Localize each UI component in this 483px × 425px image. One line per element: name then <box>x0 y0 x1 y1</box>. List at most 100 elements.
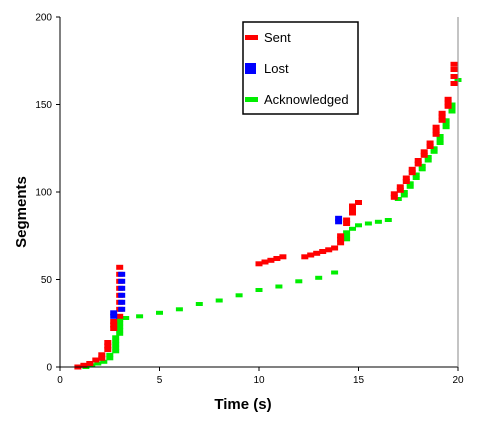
sent-point <box>450 81 458 86</box>
sent-point <box>402 175 410 181</box>
acknowledged-point <box>116 317 124 322</box>
acknowledged-point <box>116 321 124 326</box>
acknowledged-point <box>112 335 120 340</box>
sent-point <box>261 259 269 265</box>
sent-point <box>414 158 422 163</box>
lost-point <box>118 306 126 312</box>
sent-point <box>301 254 309 260</box>
lost-point <box>118 285 126 291</box>
sent-point <box>390 194 398 200</box>
sent-point <box>402 179 410 184</box>
acknowledged-point <box>331 270 339 275</box>
sent-point <box>420 149 428 155</box>
acknowledged-point <box>448 109 456 114</box>
sent-point <box>116 313 124 319</box>
acknowledged-point <box>295 279 303 284</box>
acknowledged-point <box>418 163 426 168</box>
sent-point <box>349 207 356 212</box>
acknowledged-point <box>436 141 444 145</box>
legend-swatch-lost <box>245 63 256 74</box>
acknowledged-point <box>343 237 351 242</box>
sent-point <box>267 257 275 263</box>
acknowledged-point <box>418 167 426 172</box>
acknowledged-point <box>112 342 120 347</box>
x-tick-label: 10 <box>253 375 265 386</box>
acknowledged-point <box>112 349 120 354</box>
sent-point <box>438 117 446 123</box>
sent-point <box>438 110 446 116</box>
acknowledged-point <box>448 106 456 110</box>
sent-point <box>273 256 281 261</box>
sent-point <box>349 210 356 216</box>
chart-marks <box>74 61 462 370</box>
sent-point <box>349 203 356 209</box>
sent-point <box>450 61 458 67</box>
acknowledged-point <box>116 324 124 329</box>
sent-point <box>432 124 440 130</box>
sent-point <box>444 100 452 106</box>
sent-point <box>319 249 327 254</box>
sent-point <box>255 261 263 267</box>
acknowledged-point <box>394 197 402 201</box>
acknowledged-point <box>424 158 432 163</box>
sent-point <box>390 191 398 197</box>
acknowledged-point <box>364 221 372 226</box>
sent-point <box>408 170 416 176</box>
sent-point <box>432 128 440 134</box>
sent-point <box>450 67 458 72</box>
acknowledged-point <box>424 155 432 159</box>
sent-point <box>438 114 446 120</box>
acknowledged-point <box>106 352 114 357</box>
y-tick-label: 150 <box>35 100 52 111</box>
lost-point <box>118 292 126 298</box>
sent-point <box>408 166 416 172</box>
acknowledged-point <box>384 218 392 222</box>
sent-point <box>432 131 440 137</box>
acknowledged-point <box>175 307 183 312</box>
acknowledged-point <box>374 219 382 224</box>
sent-point <box>450 74 458 79</box>
acknowledged-point <box>215 298 223 303</box>
acknowledged-point <box>275 284 283 289</box>
acknowledged-point <box>116 328 124 333</box>
sent-point <box>343 217 351 223</box>
acknowledged-point <box>122 316 130 320</box>
sent-point <box>110 322 118 328</box>
sent-point <box>331 245 339 251</box>
acknowledged-point <box>436 137 444 142</box>
acknowledged-point <box>355 223 362 228</box>
sent-point <box>337 236 345 242</box>
acknowledged-point <box>406 181 414 186</box>
acknowledged-point <box>349 226 356 231</box>
sent-point <box>92 357 100 363</box>
sent-point <box>104 343 112 349</box>
sent-point <box>337 240 345 246</box>
y-tick-label: 0 <box>46 363 52 374</box>
sent-point <box>355 200 362 205</box>
acknowledged-point <box>400 190 408 194</box>
acknowledged-point <box>255 288 263 292</box>
acknowledged-point <box>442 121 450 126</box>
y-axis-title: Segments <box>13 176 30 248</box>
lost-point <box>110 313 118 319</box>
sent-point <box>307 252 315 258</box>
acknowledged-point <box>112 338 120 343</box>
sent-point <box>104 347 112 352</box>
acknowledged-point <box>136 314 144 319</box>
y-tick-label: 100 <box>35 188 52 199</box>
acknowledged-point <box>430 149 438 154</box>
sent-point <box>426 144 434 149</box>
acknowledged-point <box>116 331 124 336</box>
lost-point <box>118 278 126 284</box>
acknowledged-point <box>412 176 420 180</box>
x-axis-title: Time (s) <box>214 396 271 413</box>
acknowledged-point <box>412 172 420 177</box>
sent-point <box>98 352 106 358</box>
legend-swatch-acknowledged <box>245 97 258 102</box>
sent-point <box>396 187 404 193</box>
sent-point <box>80 362 88 368</box>
acknowledged-point <box>195 302 203 306</box>
x-tick-label: 15 <box>353 375 365 386</box>
